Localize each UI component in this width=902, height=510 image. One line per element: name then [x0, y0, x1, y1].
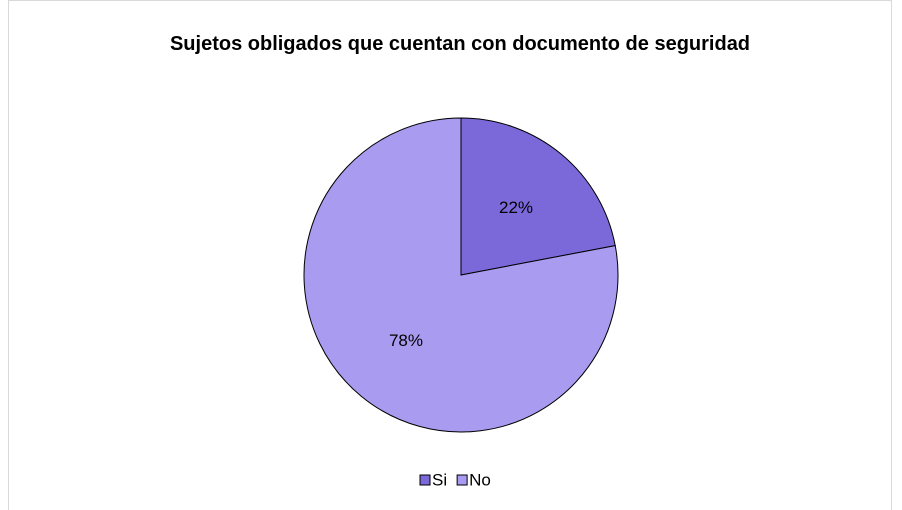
- legend-swatch: [456, 474, 468, 486]
- data-label: 22%: [499, 198, 533, 217]
- data-label: 78%: [389, 331, 423, 350]
- legend-label: No: [469, 470, 491, 489]
- chart-title: Sujetos obligados que cuentan con docume…: [169, 33, 751, 55]
- pie-slice: [303, 117, 619, 433]
- legend-label: Si: [432, 470, 447, 489]
- legend-swatch: [419, 474, 431, 486]
- pie-slice: [460, 117, 616, 276]
- chart-frame: [8, 0, 892, 510]
